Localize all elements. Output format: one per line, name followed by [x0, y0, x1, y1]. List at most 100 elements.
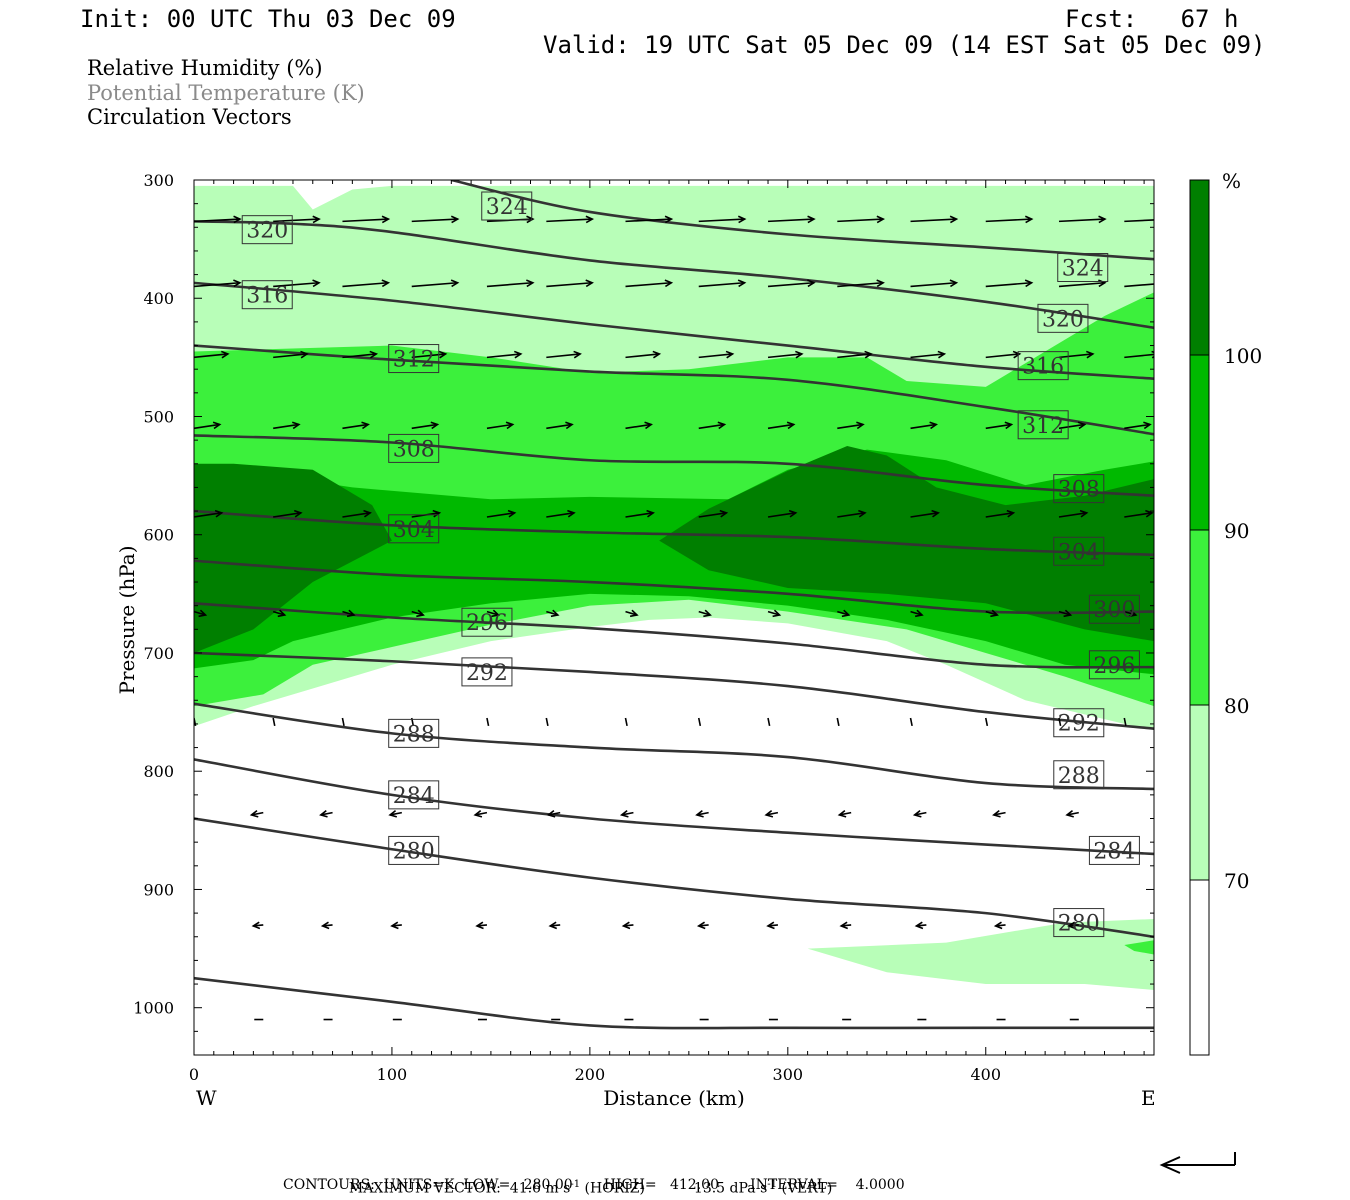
circulation-vector — [1058, 509, 1089, 518]
circulation-vector — [993, 921, 1006, 930]
circulation-vector — [625, 215, 674, 224]
isentrope-label: 284 — [1093, 839, 1135, 864]
isentrope-label: 308 — [393, 437, 435, 462]
isentrope-label-box — [461, 607, 513, 637]
circulation-vector — [546, 609, 560, 618]
circulation-vector — [1058, 350, 1095, 359]
circulation-vector — [319, 809, 333, 818]
isentrope-label: 304 — [393, 518, 435, 543]
circulation-vector — [698, 350, 735, 359]
isentrope-label-box — [1053, 474, 1105, 504]
circulation-vector — [194, 421, 222, 430]
circulation-vector — [836, 717, 840, 727]
isentrope-284 — [194, 758, 1154, 856]
circulation-vector — [546, 809, 561, 818]
circulation-vector — [342, 279, 391, 288]
y-tick-label: 800 — [143, 762, 174, 781]
circulation-vector — [764, 809, 779, 818]
circulation-vector — [767, 279, 816, 288]
circulation-vector — [273, 215, 321, 224]
horiz-exp: -1 — [570, 1179, 581, 1190]
circulation-vector — [1124, 509, 1154, 518]
circulation-vector — [985, 215, 1034, 224]
circulation-vector — [194, 609, 208, 618]
max-vector-vert: 13.5 dPa s — [693, 1180, 768, 1197]
vert-exp: -1 — [767, 1179, 778, 1190]
isentrope-316 — [194, 281, 1154, 380]
circulation-vector — [194, 350, 230, 359]
circulation-vector — [320, 921, 333, 930]
circulation-vector — [486, 279, 535, 288]
isentrope-label: 324 — [486, 195, 528, 220]
circulation-vector — [1058, 215, 1107, 224]
circulation-vector — [1058, 717, 1062, 727]
isentrope-label-box — [461, 657, 513, 687]
legend-vectors: Circulation Vectors — [87, 105, 292, 129]
circulation-vector — [910, 215, 959, 224]
isentrope-label-box — [1053, 760, 1105, 790]
isentrope-312 — [194, 344, 1154, 436]
circulation-vector — [767, 350, 804, 359]
circulation-vector — [625, 609, 639, 618]
circulation-vector — [914, 921, 927, 930]
colorbar-level: 90 — [1224, 519, 1249, 543]
circulation-vector — [837, 809, 852, 818]
circulation-vector — [388, 809, 402, 818]
y-tick-label: 400 — [143, 289, 174, 308]
max-vector-line: MAXIMUM VECTOR: 41.6 m s-1 (HORIZ) 13.5 … — [340, 1158, 832, 1198]
x-axis-title: Distance (km) — [603, 1086, 745, 1110]
y-tick-label: 1000 — [133, 999, 174, 1018]
circulation-vector — [909, 717, 913, 727]
isentrope-304 — [194, 509, 1154, 557]
circulation-vector — [411, 215, 460, 224]
circulation-vector — [194, 279, 242, 288]
circulation-vector — [545, 717, 549, 727]
circulation-vector — [272, 717, 276, 727]
circulation-vector — [486, 509, 517, 518]
isentrope-label: 316 — [1022, 355, 1064, 380]
circulation-vector — [985, 609, 999, 618]
field-legend: Relative Humidity (%) Potential Temperat… — [87, 56, 365, 130]
isentrope-280 — [194, 817, 1154, 939]
circulation-vector — [341, 717, 345, 727]
circulation-vector — [767, 215, 816, 224]
circulation-vector — [621, 921, 634, 930]
isentrope-label: 320 — [246, 219, 288, 244]
colorbar-swatch — [1189, 704, 1210, 881]
circulation-vector — [342, 215, 391, 224]
colorbar-level: 100 — [1224, 344, 1262, 368]
isentrope-label-box — [1088, 835, 1140, 865]
isentrope-label: 292 — [1058, 712, 1100, 737]
isentrope-label: 296 — [466, 611, 508, 636]
y-tick-label: 600 — [143, 526, 174, 545]
circulation-vector — [273, 279, 321, 288]
circulation-vector — [273, 421, 301, 430]
circulation-vector — [837, 609, 851, 618]
isentrope-308 — [194, 434, 1154, 498]
isentrope-label-box — [1017, 351, 1069, 381]
y-axis-title: Pressure (hPa) — [115, 546, 139, 695]
circulation-vector — [273, 509, 303, 518]
circulation-vector — [985, 509, 1016, 518]
circulation-vector — [766, 921, 778, 930]
isentrope-296 — [194, 602, 1154, 669]
circulation-vector — [486, 421, 515, 430]
isentrope-label: 288 — [393, 722, 435, 747]
legend-theta: Potential Temperature (K) — [87, 80, 365, 105]
circulation-vector — [1123, 717, 1127, 727]
isentrope-label-box — [388, 344, 440, 374]
isentrope-label-box — [1088, 594, 1140, 624]
circulation-vector — [411, 279, 460, 288]
circulation-vector — [1124, 283, 1154, 288]
isentrope-label: 308 — [1058, 478, 1100, 503]
x-right-label: E — [1141, 1086, 1156, 1110]
circulation-vector — [767, 509, 798, 518]
circulation-vector — [273, 350, 309, 359]
isentrope-label-box — [1053, 908, 1105, 938]
circulation-vector — [546, 215, 595, 224]
circulation-vector — [698, 215, 747, 224]
circulation-vector — [625, 509, 655, 518]
circulation-vector — [1124, 421, 1152, 430]
circulation-vector — [194, 509, 224, 518]
circulation-vector — [272, 609, 287, 618]
